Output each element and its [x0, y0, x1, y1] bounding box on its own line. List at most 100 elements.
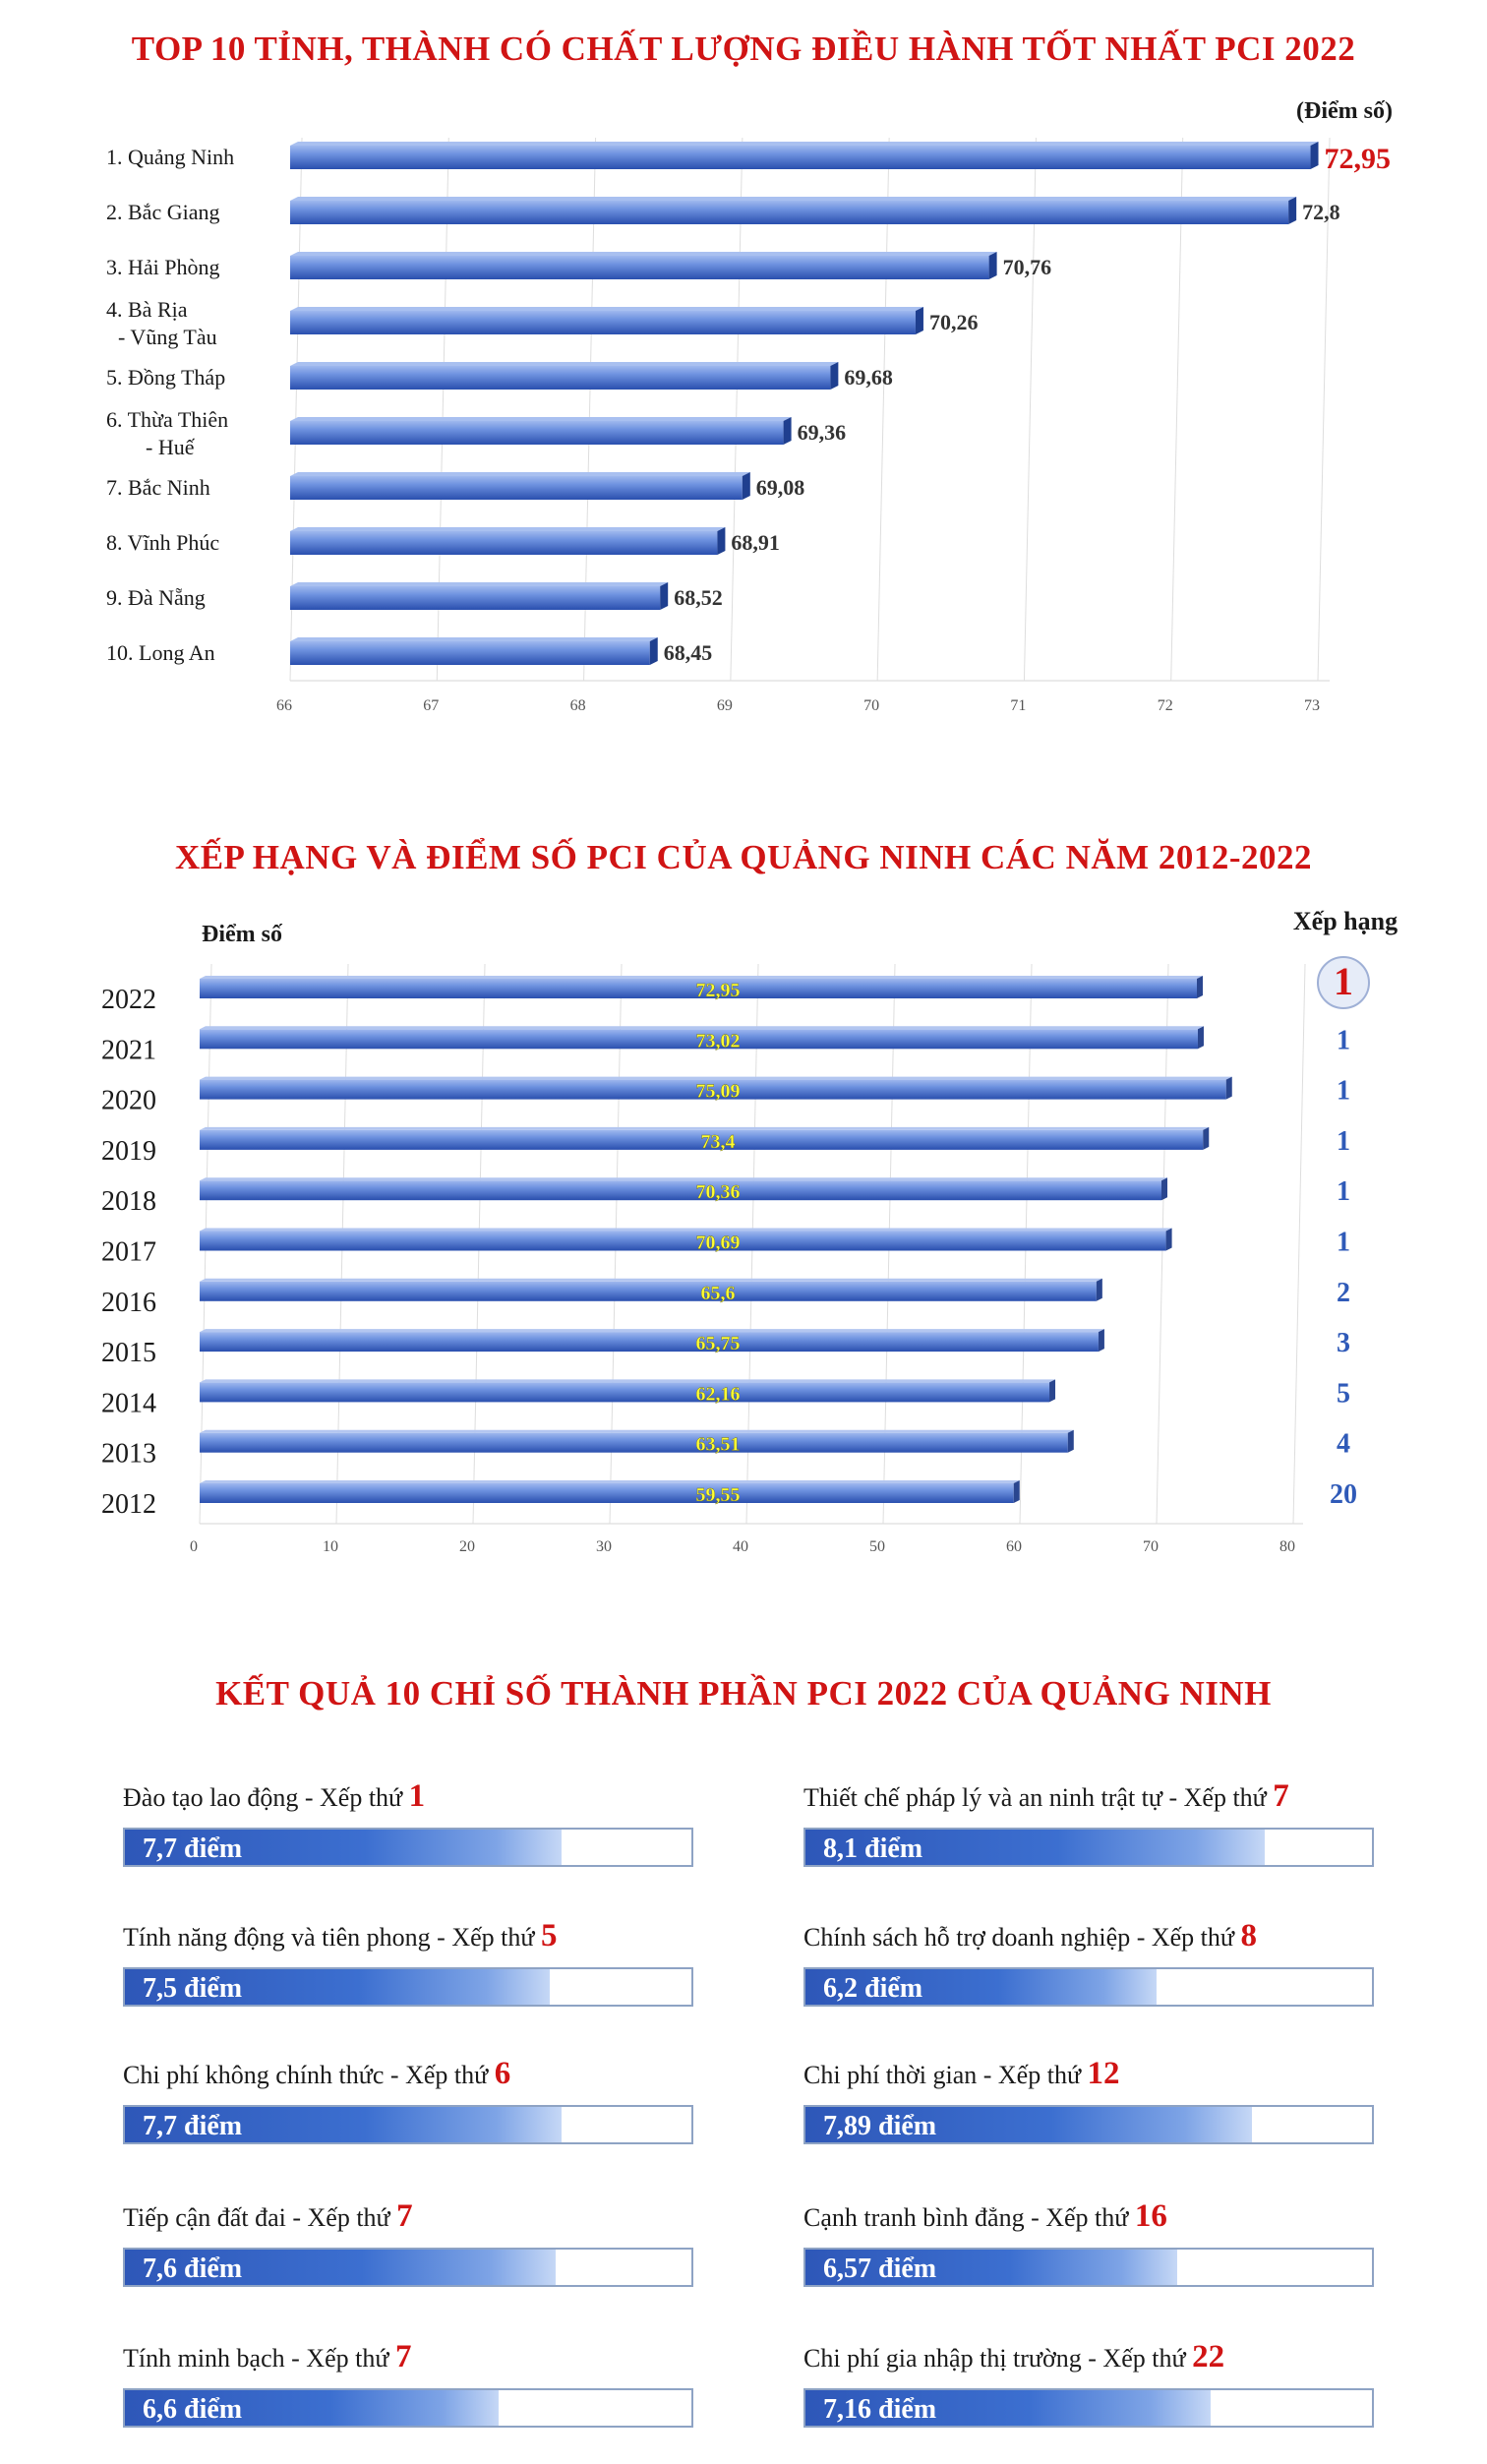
indicator-value: 6,6 điểm: [143, 2394, 243, 2425]
rank-label: 4: [1337, 1429, 1350, 1460]
indicator-bar-fill: [125, 2250, 556, 2285]
x-tick-label: 50: [869, 1538, 885, 1555]
data-label: 70,76: [1003, 255, 1052, 279]
bar: [290, 201, 1289, 224]
x-tick-label: 68: [570, 697, 586, 714]
bar-end: [717, 527, 726, 555]
data-label: 72,8: [1302, 200, 1340, 224]
indicator-bar: 6,2 điểm: [803, 1967, 1374, 2007]
indicator-rank: 16: [1134, 2198, 1167, 2234]
indicators-title: KẾT QUẢ 10 CHỈ SỐ THÀNH PHẦN PCI 2022 CỦ…: [215, 1674, 1272, 1713]
indicator-bar-fill: [805, 1969, 1158, 2005]
bar-end: [1098, 1329, 1104, 1352]
indicator-label: Thiết chế pháp lý và an ninh trật tự - X…: [803, 1778, 1289, 1815]
indicator-value: 7,7 điểm: [143, 2111, 243, 2141]
year-label: 2012: [101, 1489, 156, 1520]
bar-top: [290, 252, 997, 256]
x-tick-label: 20: [459, 1538, 475, 1555]
indicator-label: Cạnh tranh bình đẳng - Xếp thứ 16: [803, 2198, 1167, 2235]
x-tick-label: 70: [863, 697, 879, 714]
year-label: 2019: [101, 1136, 156, 1167]
data-label: 68,91: [731, 530, 780, 555]
bar-top: [290, 417, 792, 421]
indicator-rank: 7: [396, 2198, 413, 2234]
year-label: 2013: [101, 1439, 156, 1470]
indicator-name: Đào tạo lao động - Xếp thứ: [123, 1783, 409, 1812]
indicator-name: Chi phí thời gian - Xếp thứ: [803, 2061, 1088, 2089]
data-label: 59,55: [696, 1484, 741, 1506]
bar-end: [742, 472, 750, 500]
rank-label: 20: [1330, 1479, 1357, 1510]
indicator-label: Tính minh bạch - Xếp thứ 7: [123, 2339, 411, 2375]
data-label: 69,08: [756, 475, 805, 500]
bar-top: [200, 1278, 1102, 1282]
indicator-value: 7,89 điểm: [823, 2111, 937, 2141]
bar: [200, 1079, 1226, 1100]
x-tick-label: 72: [1158, 697, 1173, 714]
indicator-bar-fill: [805, 2390, 1212, 2426]
bar: [290, 531, 718, 555]
bar: [200, 1332, 1099, 1352]
indicator-bar-fill: [125, 1830, 562, 1865]
indicator-bar-fill: [125, 1969, 550, 2005]
bar-top: [290, 197, 1297, 201]
data-label: 69,68: [844, 365, 893, 390]
rank-label: 5: [1337, 1378, 1350, 1409]
indicator-rank: 6: [494, 2056, 511, 2091]
chart1-unit-label: (Điểm số): [1296, 98, 1393, 124]
bar-top: [200, 976, 1204, 979]
rank-label: 1: [1337, 1176, 1350, 1207]
year-label: 2021: [101, 1035, 156, 1065]
rank-header: Xếp hạng: [1293, 907, 1398, 935]
indicator-bar-fill: [805, 2107, 1253, 2142]
data-label: 68,45: [664, 640, 713, 665]
indicator-value: 7,7 điểm: [143, 1833, 243, 1864]
x-tick-label: 66: [276, 697, 292, 714]
x-tick-label: 69: [717, 697, 733, 714]
bar-end: [660, 582, 669, 610]
bar-end: [1288, 197, 1297, 224]
indicator-bar: 7,6 điểm: [123, 2248, 693, 2287]
indicator-bar: 7,5 điểm: [123, 1967, 693, 2007]
bar-top: [200, 1177, 1168, 1181]
bar-top: [200, 1480, 1020, 1483]
bar-top: [290, 527, 726, 531]
data-label: 65,6: [701, 1283, 736, 1304]
bar-top: [200, 1379, 1056, 1383]
rank-label: 2: [1337, 1278, 1350, 1308]
bar: [290, 586, 661, 610]
indicator-value: 6,57 điểm: [823, 2254, 937, 2284]
bar: [290, 311, 916, 334]
year-label: 2017: [101, 1237, 156, 1268]
year-label: 2014: [101, 1388, 156, 1418]
indicator-bar: 7,7 điểm: [123, 2105, 693, 2144]
bar-top: [290, 472, 750, 476]
bar-top: [200, 1026, 1204, 1030]
indicator-value: 7,6 điểm: [143, 2254, 243, 2284]
indicator-value: 7,16 điểm: [823, 2394, 937, 2425]
bar: [290, 146, 1311, 169]
rank-label: 1: [1337, 1228, 1350, 1258]
bar: [200, 1129, 1204, 1150]
x-tick-label: 73: [1304, 697, 1320, 714]
data-label: 68,52: [674, 585, 723, 610]
bar: [290, 641, 650, 665]
bar-top: [200, 1329, 1104, 1333]
indicator-rank: 22: [1192, 2339, 1225, 2374]
indicator-value: 6,2 điểm: [823, 1973, 923, 2004]
x-tick-label: 40: [733, 1538, 748, 1555]
bar: [200, 979, 1198, 998]
year-label: 2016: [101, 1288, 156, 1318]
category-label: 9. Đà Nẵng: [106, 585, 206, 610]
x-tick-label: 0: [190, 1538, 198, 1555]
indicator-value: 8,1 điểm: [823, 1833, 923, 1864]
indicator-bar: 7,16 điểm: [803, 2388, 1374, 2428]
year-label: 2020: [101, 1086, 156, 1116]
bar-end: [1203, 1126, 1210, 1150]
bar-top: [200, 1126, 1210, 1130]
category-label: 1. Quảng Ninh: [106, 145, 234, 169]
indicator-name: Tính minh bạch - Xếp thứ: [123, 2344, 395, 2373]
year-label: 2018: [101, 1186, 156, 1217]
top10-bar-chart: 66 67 68 69 70 71 72 73 1. Quảng Ninh 72,95 2. Bắc…: [106, 137, 1391, 714]
year-label: 2015: [101, 1338, 156, 1368]
